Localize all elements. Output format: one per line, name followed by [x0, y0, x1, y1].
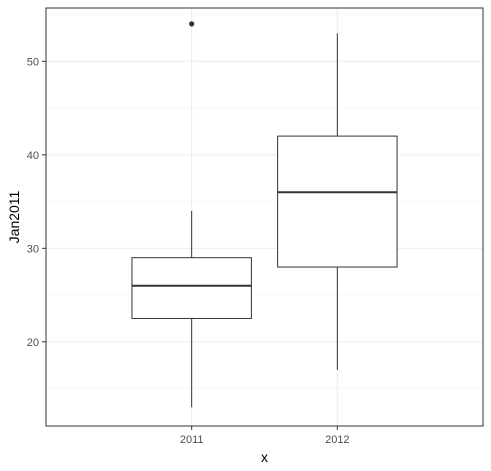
y-tick-label: 40 [27, 150, 39, 162]
outlier-point-2011 [189, 21, 195, 27]
axis-layer: 20 30 40 50 2011 2012 [27, 56, 350, 446]
panel-border [45, 7, 484, 427]
y-tick-label: 20 [27, 337, 39, 349]
x-axis-title: x [261, 449, 268, 465]
box-layer [131, 21, 398, 408]
grid-layer [46, 8, 483, 426]
y-tick-label: 30 [27, 243, 39, 255]
x-tick-label: 2012 [325, 434, 349, 446]
box-2012 [277, 135, 398, 268]
box-2011 [131, 257, 252, 319]
x-tick-label: 2011 [180, 434, 204, 446]
y-tick-label: 50 [27, 56, 39, 68]
y-axis-title: Jan2011 [6, 190, 22, 243]
